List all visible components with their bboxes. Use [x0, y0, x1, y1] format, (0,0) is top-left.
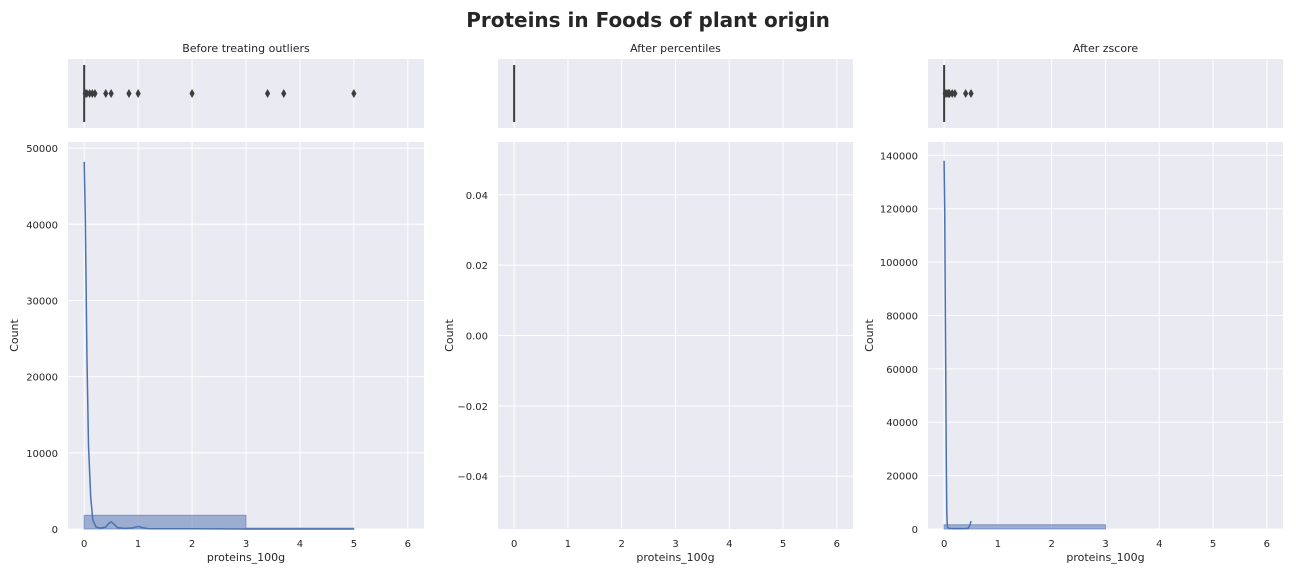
x-axis-label: proteins_100g	[636, 551, 714, 564]
y-tick-label: −0.02	[457, 402, 488, 413]
y-tick-label: 20000	[886, 472, 918, 483]
x-tick-label: 3	[672, 539, 678, 550]
figure-title: Proteins in Foods of plant origin	[466, 8, 830, 32]
y-axis-label: Count	[8, 318, 21, 351]
boxplot-outlier	[86, 89, 93, 98]
kde-line	[83, 161, 354, 530]
boxplot-outlier	[946, 89, 953, 98]
subplot-title: After zscore	[1073, 42, 1138, 55]
y-tick-label: 60000	[886, 365, 918, 376]
histogram-bar	[943, 524, 1106, 530]
boxplot-outlier	[949, 89, 955, 98]
x-tick-label: 4	[726, 539, 732, 550]
y-tick-label: 50000	[26, 144, 58, 155]
x-tick-label: 1	[995, 539, 1001, 550]
x-tick-label: 2	[189, 539, 195, 550]
x-tick-label: 1	[565, 539, 571, 550]
boxplot-outlier	[963, 89, 969, 98]
boxplot-outlier	[189, 89, 195, 98]
y-tick-label: 0.04	[466, 191, 488, 202]
x-tick-label: 6	[405, 539, 411, 550]
x-tick-label: 5	[780, 539, 786, 550]
x-tick-label: 0	[81, 539, 87, 550]
x-tick-label: 4	[297, 539, 303, 550]
chart-panel-3: After zscore 0 1 2 3 4 5 6 0 20000 40000 60000 80000…	[863, 42, 1283, 564]
boxplot-outlier	[89, 89, 95, 98]
y-tick-label: 80000	[886, 311, 918, 322]
boxplot-outlier	[135, 89, 141, 98]
x-tick-label: 4	[1156, 539, 1162, 550]
x-tick-label: 3	[243, 539, 249, 550]
y-tick-label: 30000	[26, 296, 58, 307]
x-tick-label: 6	[834, 539, 840, 550]
y-tick-label: 40000	[26, 220, 58, 231]
x-tick-label: 0	[941, 539, 947, 550]
y-tick-label: 0.00	[466, 332, 488, 343]
y-tick-label: −0.04	[457, 472, 488, 483]
subplot-title: After percentiles	[630, 42, 721, 55]
x-tick-label: 1	[135, 539, 141, 550]
y-tick-label: 0.02	[466, 261, 488, 272]
x-axis-label: proteins_100g	[1066, 551, 1144, 564]
y-axis-label: Count	[443, 318, 456, 351]
x-tick-label: 0	[511, 539, 517, 550]
y-axis-label: Count	[863, 318, 876, 351]
boxplot-outlier	[108, 89, 114, 98]
x-tick-label: 5	[351, 539, 357, 550]
histogram-bar	[83, 514, 247, 530]
boxplot-outlier	[264, 89, 271, 98]
boxplot-outlier	[952, 89, 958, 98]
y-tick-label: 40000	[886, 418, 918, 429]
boxplot-outlier	[281, 89, 287, 98]
y-tick-label: 100000	[880, 258, 918, 269]
y-tick-label: 20000	[26, 373, 58, 384]
x-tick-label: 3	[1102, 539, 1108, 550]
y-tick-label: 10000	[26, 449, 58, 460]
x-tick-label: 5	[1210, 539, 1216, 550]
y-tick-label: 140000	[880, 151, 918, 162]
y-tick-label: 120000	[880, 205, 918, 216]
boxplot-outlier	[92, 89, 98, 98]
boxplot-outlier	[126, 89, 132, 98]
subplot-title: Before treating outliers	[182, 42, 310, 55]
x-axis-label: proteins_100g	[207, 551, 285, 564]
boxplot-outlier	[103, 89, 109, 98]
chart-panel-2: After percentiles 0 1 2 3 4 5 6 −0.04 −0.02 0.00 0.…	[443, 42, 853, 564]
x-tick-label: 2	[1049, 539, 1055, 550]
boxplot-outlier	[84, 89, 90, 98]
y-tick-label: 0	[912, 525, 918, 536]
chart-panel-1: Before treating outliers 0 1 2 3 4 5 6 0 10000 200…	[8, 42, 424, 564]
boxplot-outlier	[968, 89, 974, 98]
x-tick-label: 2	[619, 539, 625, 550]
boxplot-outlier	[351, 89, 357, 98]
y-tick-label: 0	[52, 525, 58, 536]
x-tick-label: 6	[1264, 539, 1270, 550]
kde-line	[943, 160, 972, 530]
